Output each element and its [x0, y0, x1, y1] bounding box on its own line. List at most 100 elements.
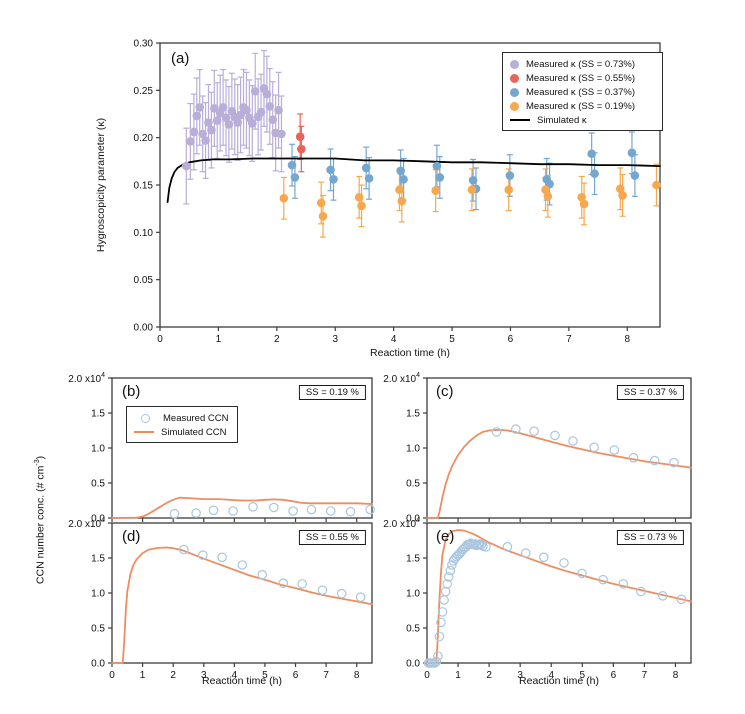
tick-label: 0.0	[406, 659, 420, 670]
data-point	[198, 550, 208, 560]
data-point	[210, 104, 219, 113]
data-point	[504, 185, 514, 195]
simulated-line	[426, 529, 692, 664]
data-point	[233, 118, 242, 127]
data-point	[435, 173, 445, 182]
legend-label: Measured κ (SS = 0.55%)	[526, 72, 636, 84]
panel-b-plot: 0.0 0.5 1.0 1.5 2.0 x104	[68, 372, 375, 525]
panel-a-label: (a)	[171, 50, 190, 67]
ccn-y-axis-title-sup: -3	[33, 459, 41, 466]
panel-a-legend: Measured κ (SS = 0.73%) Measured κ (SS =…	[502, 52, 663, 131]
data-point	[649, 455, 660, 466]
tick-label: 6	[293, 670, 299, 681]
data-point	[397, 196, 407, 206]
data-point	[297, 579, 308, 589]
panel-c-plot: 0.0 0.5 1.0 1.5 2.0 x104	[383, 372, 692, 525]
panel-e-plot: 0 1 2 3 4 5 6 7 8 0.0 0.5 1.0 1.5 2.0 x104	[383, 517, 692, 681]
orange-line-marker-icon	[134, 431, 154, 433]
data-point	[228, 506, 238, 516]
tick-label: 0.30	[134, 39, 154, 50]
data-point	[364, 174, 374, 183]
data-point	[618, 191, 627, 200]
data-point	[257, 569, 267, 580]
data-point	[481, 541, 491, 552]
data-point	[317, 585, 328, 595]
tick-label: 0.0	[91, 659, 105, 670]
data-point	[221, 113, 231, 123]
data-point	[218, 103, 228, 112]
data-point	[652, 180, 661, 190]
data-point	[208, 505, 219, 516]
data-point	[192, 111, 202, 121]
y-top-tick-label: 2.0 x104	[68, 517, 105, 530]
data-point	[329, 175, 338, 184]
legend-label: Measured CCN	[163, 412, 229, 424]
tick-label: 5	[449, 334, 455, 345]
legend-item: Measured κ (SS = 0.19%)	[510, 99, 655, 113]
data-point	[618, 579, 629, 589]
simulated-line	[111, 496, 373, 519]
data-point	[589, 442, 599, 453]
legend-item: Simulated κ	[510, 113, 655, 127]
tick-label: 8	[354, 670, 360, 681]
data-point	[559, 558, 569, 568]
data-series	[279, 180, 661, 221]
data-point	[431, 656, 442, 667]
tick-label: 4	[232, 670, 238, 681]
data-point	[318, 211, 328, 221]
data-point	[577, 568, 587, 579]
tick-label: 1	[455, 670, 461, 681]
tick-label: 0.5	[406, 624, 420, 635]
data-point	[443, 572, 454, 582]
legend-label: Measured κ (SS = 0.19%)	[526, 100, 636, 112]
data-point	[467, 185, 477, 195]
legend-label: Simulated κ	[537, 114, 587, 126]
panel-a-plot: 0 1 2 3 4 5 6 7 8 0.00 0.05 0.10 0.15 0.20 0.25 0.30	[134, 39, 661, 345]
tick-label: 1	[216, 334, 222, 345]
data-point	[326, 165, 335, 175]
simulated-line	[166, 157, 661, 203]
ss-badge-b: SS = 0.19 %	[298, 385, 366, 400]
data-point	[505, 171, 515, 180]
tick-label: 1.5	[406, 554, 420, 565]
purple-dot-marker-icon	[510, 59, 519, 69]
legend-item: Measured κ (SS = 0.55%)	[510, 71, 655, 85]
data-point	[345, 506, 356, 517]
tick-label: 6	[611, 670, 617, 681]
data-point	[277, 129, 286, 139]
panel-d-plot: 0 1 2 3 4 5 6 7 8 0.0 0.5 1.0 1.5 2.0 x104	[68, 517, 373, 681]
tick-label: 1.0	[406, 589, 420, 600]
data-point	[325, 506, 336, 516]
measured-ccn-points	[491, 424, 679, 468]
legend-label: Measured κ (SS = 0.73%)	[526, 58, 636, 70]
tick-label: 0.25	[134, 86, 154, 97]
data-point	[207, 125, 216, 135]
data-point	[268, 115, 278, 124]
ccn-y-axis-title-text: CCN number conc. (# cm	[34, 465, 47, 585]
panel-e-x-axis-title: Reaction time (h)	[519, 675, 599, 687]
data-point	[224, 120, 234, 129]
tick-label: 3	[517, 670, 523, 681]
legend-label: Measured κ (SS = 0.37%)	[526, 86, 636, 98]
data-point	[669, 457, 679, 468]
data-point	[278, 578, 289, 588]
ss-badge-e: SS = 0.73 %	[616, 530, 684, 545]
data-point	[476, 539, 487, 550]
measured-ccn-points	[423, 538, 687, 668]
data-point	[529, 426, 539, 436]
data-point	[274, 105, 283, 115]
data-point	[590, 169, 599, 178]
data-point	[468, 175, 478, 185]
data-point	[198, 129, 207, 139]
ccn-legend: Measured CCN Simulated CCN	[126, 406, 238, 443]
data-point	[248, 501, 258, 512]
tick-label: 1.5	[406, 409, 420, 420]
tick-label: 0.0	[406, 514, 420, 525]
data-point	[181, 161, 191, 171]
data-point	[217, 552, 227, 563]
y-top-tick-label: 2.0 x104	[383, 517, 420, 530]
data-point	[445, 565, 456, 576]
error-bars	[297, 113, 305, 173]
data-point	[432, 161, 442, 171]
